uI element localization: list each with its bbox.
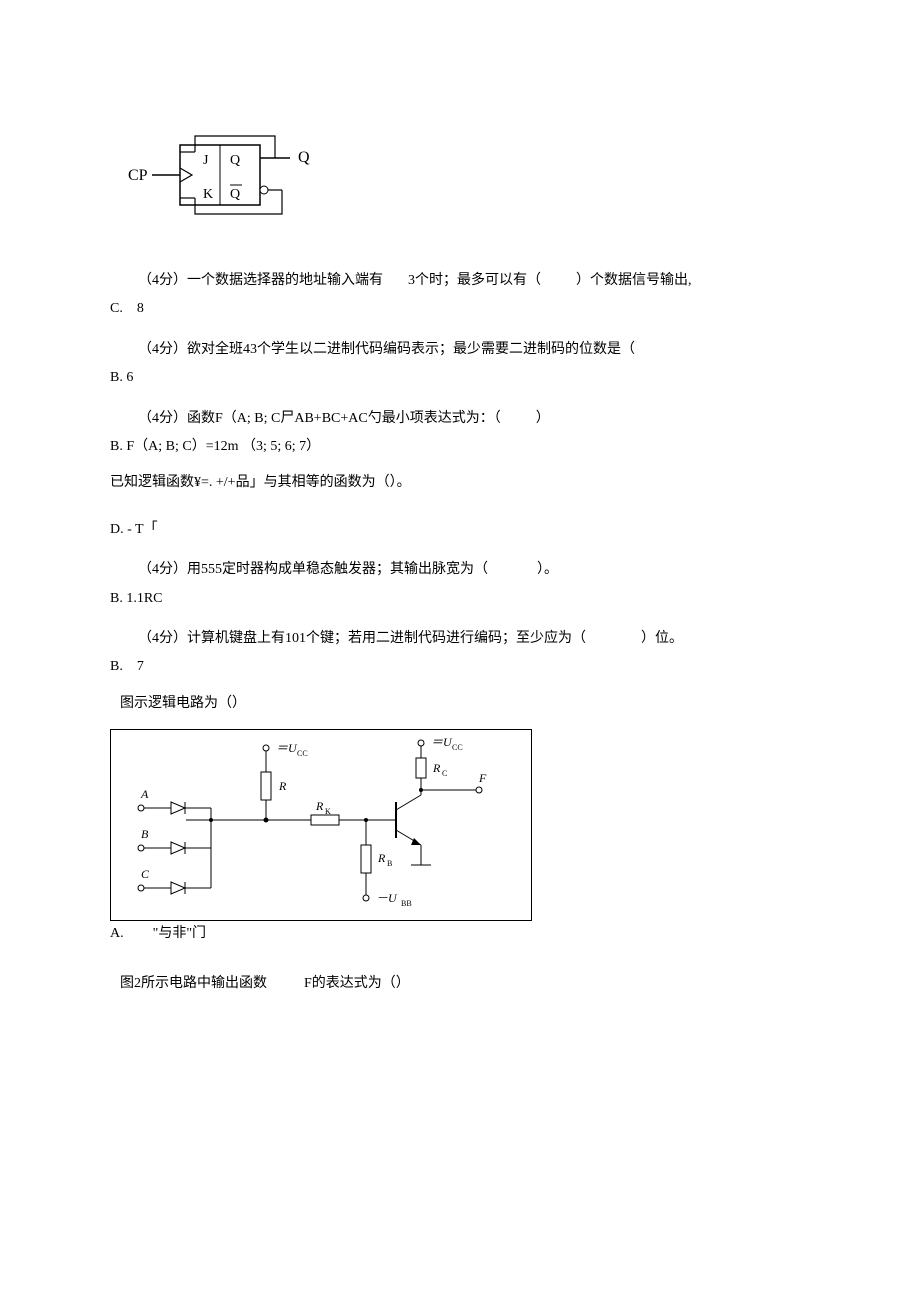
q3-text-b: ） xyxy=(536,411,550,426)
page-content: CP J K Q Q xyxy=(0,0,920,1066)
qbar-inside-label: Q xyxy=(230,187,240,202)
svg-text:K: K xyxy=(325,807,331,816)
jk-svg: CP J K Q Q xyxy=(110,130,330,220)
q1-text-c: ）个数据信号输出, xyxy=(576,273,692,288)
circuit-diagram: ＝U CC R A B xyxy=(110,729,532,921)
q1-text-b: 3个时；最多可以有（ xyxy=(408,273,541,288)
q3-text-a: （4分）函数F（A; B; C尸AB+BC+AC勺最小项表达式为：（ xyxy=(138,411,501,426)
svg-text:＝U: ＝U xyxy=(276,741,298,755)
svg-text:CC: CC xyxy=(452,743,463,752)
question-6: （4分）计算机键盘上有101个键；若用二进制代码进行编码；至少应为（ ）位。 xyxy=(110,628,810,650)
answer-3: B. F（A; B; C）=12m （3; 5; 6; 7） xyxy=(110,436,810,458)
question-3: （4分）函数F（A; B; C尸AB+BC+AC勺最小项表达式为：（ ） xyxy=(110,408,810,430)
cp-label: CP xyxy=(128,167,148,184)
answer-2: B. 6 xyxy=(110,367,810,389)
svg-text:BB: BB xyxy=(401,899,412,908)
answer-7-text: "与非"门 xyxy=(153,926,206,941)
j-label: J xyxy=(203,153,209,168)
svg-text:R: R xyxy=(432,761,441,775)
svg-text:－U: －U xyxy=(376,891,398,905)
q1-text-a: （4分）一个数据选择器的地址输入端有 xyxy=(138,273,383,288)
q6-text-a: （4分）计算机键盘上有101个键；若用二进制代码进行编码；至少应为（ xyxy=(138,631,586,646)
svg-text:R: R xyxy=(377,851,386,865)
question-1: （4分）一个数据选择器的地址输入端有 3个时；最多可以有（ ）个数据信号输出, xyxy=(110,270,810,292)
svg-text:B: B xyxy=(387,859,392,868)
svg-text:A: A xyxy=(140,787,149,801)
svg-text:CC: CC xyxy=(297,749,308,758)
answer-1: C. 8 xyxy=(110,298,810,320)
question-8: 图2所示电路中输出函数 F的表达式为（） xyxy=(110,973,810,995)
answer-4: D. - T「 xyxy=(110,519,810,541)
svg-text:R: R xyxy=(315,799,324,813)
question-5: （4分）用555定时器构成单稳态触发器；其输出脉宽为（ ）。 xyxy=(110,559,810,581)
answer-5: B. 1.1RC xyxy=(110,588,810,610)
k-label: K xyxy=(203,187,213,202)
circuit-diagram-container: ＝U CC R A B xyxy=(110,725,810,923)
q5-text-b: ）。 xyxy=(537,562,558,577)
answer-7: A. "与非"门 xyxy=(110,923,810,945)
svg-text:R: R xyxy=(278,779,287,793)
svg-text:＝U: ＝U xyxy=(431,735,453,749)
svg-text:B: B xyxy=(141,827,149,841)
q-output-label: Q xyxy=(298,149,310,166)
q2-text-a: （4分）欲对全班43个学生以二进制代码编码表示；最少需要二进制码的位数是（ xyxy=(138,342,635,357)
svg-text:C: C xyxy=(442,769,447,778)
svg-text:F: F xyxy=(478,771,487,785)
question-4: 已知逻辑函数¥=. +/+品」与其相等的函数为（）。 xyxy=(110,472,810,494)
q-inside-label: Q xyxy=(230,153,240,168)
q8-text-b: F的表达式为（） xyxy=(304,976,410,991)
question-7: 图示逻辑电路为（） xyxy=(110,693,810,715)
answer-6: B. 7 xyxy=(110,656,810,678)
q6-text-b: ）位。 xyxy=(641,631,683,646)
q8-text-a: 图2所示电路中输出函数 xyxy=(120,976,267,991)
svg-text:C: C xyxy=(141,867,150,881)
question-2: （4分）欲对全班43个学生以二进制代码编码表示；最少需要二进制码的位数是（ xyxy=(110,339,810,361)
answer-7-prefix: A. xyxy=(110,926,124,941)
jk-flipflop-diagram: CP J K Q Q xyxy=(110,130,810,220)
q5-text-a: （4分）用555定时器构成单稳态触发器；其输出脉宽为（ xyxy=(138,562,488,577)
